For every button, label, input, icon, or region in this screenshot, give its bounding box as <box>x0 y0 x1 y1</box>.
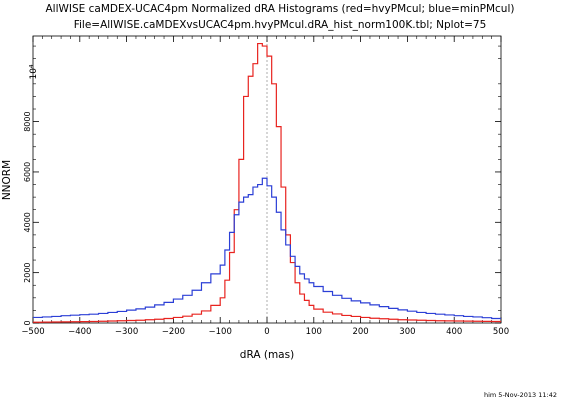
x-tick-label: −300 <box>115 327 138 337</box>
x-tick-label: −400 <box>68 327 91 337</box>
y-tick-label: 2000 <box>23 262 32 282</box>
x-tick-label: 500 <box>493 327 509 337</box>
series-line-minPMcul <box>33 177 501 320</box>
x-tick-label: 100 <box>306 327 322 337</box>
chart-subtitle: File=AllWISE.caMDEXvsUCAC4pm.hvyPMcul.dR… <box>74 19 487 31</box>
y-tick-label: 6000 <box>23 162 32 182</box>
x-tick-label: 200 <box>352 327 368 337</box>
y-axis-label: NNORM <box>1 160 13 200</box>
x-tick-label: −500 <box>21 327 44 337</box>
axis-ticks: −500 −400 −300 −200 −100 0 100 200 300 400 500 0 200… <box>21 36 509 337</box>
y-tick-label: 0 <box>23 320 32 325</box>
y-axis-exponent-label: 10⁴ <box>29 64 39 79</box>
x-tick-label: 300 <box>399 327 415 337</box>
x-axis-label: dRA (mas) <box>240 349 294 361</box>
footer-timestamp: him 5-Nov-2013 11:42 <box>484 391 557 399</box>
x-tick-label: 400 <box>446 327 462 337</box>
chart-title: AllWISE caMDEX-UCAC4pm Normalized dRA Hi… <box>46 3 515 15</box>
y-tick-label: 4000 <box>23 212 32 232</box>
x-tick-label: 0 <box>264 327 269 337</box>
series-line-hvyPMcul <box>33 42 501 323</box>
series-layer <box>33 42 501 323</box>
y-tick-label: 8000 <box>23 111 32 131</box>
x-tick-label: −200 <box>162 327 185 337</box>
x-tick-label: −100 <box>209 327 232 337</box>
